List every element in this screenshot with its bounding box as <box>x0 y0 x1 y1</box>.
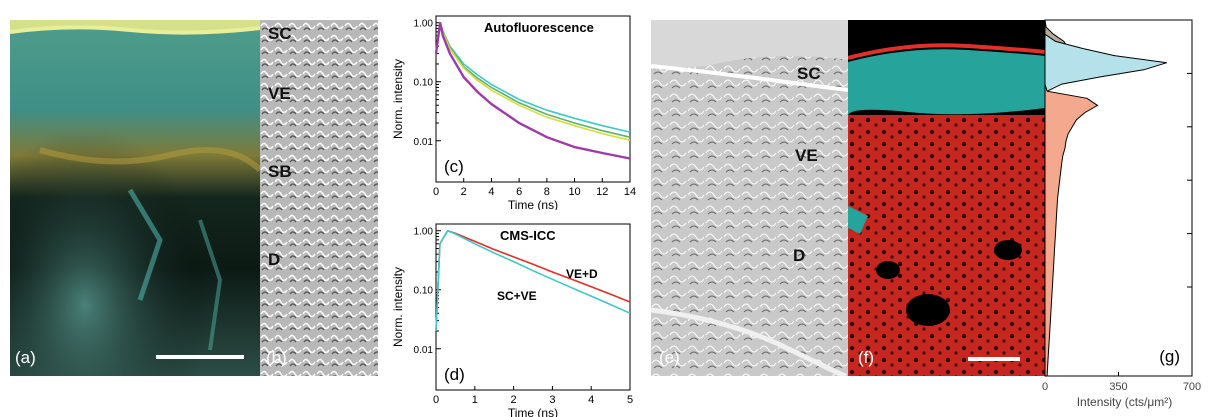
y-tick-label: 0.01 <box>414 137 434 148</box>
chart-c-autofluorescence: 0 2 4 6 8 10 12 14 1.00 0.10 0.01 Time (ns) Norm. in… <box>391 15 636 210</box>
chart-title: CMS-ICC <box>500 228 556 243</box>
series-line-0 <box>435 229 631 332</box>
x-tick-label: 3 <box>549 394 555 406</box>
x-axis-label: Intensity (cts/μm²) <box>1077 395 1173 409</box>
fluorescence-image-svg <box>10 20 260 376</box>
x-tick-label: 0 <box>1042 381 1048 393</box>
plot-frame <box>435 223 631 391</box>
x-tick-label: 6 <box>516 186 522 198</box>
x-tick-label: 1 <box>472 394 478 406</box>
false-color-image-svg <box>848 20 1045 376</box>
panel-f-false-color-image: (f) <box>848 20 1045 376</box>
panel-label: (a) <box>15 348 36 367</box>
scale-bar <box>156 355 244 359</box>
plot-frame <box>435 15 631 183</box>
x-axis-label: Time (ns) <box>508 406 558 417</box>
panel-label: (b) <box>266 348 287 367</box>
x-tick-label: 0 <box>433 186 439 198</box>
series-label-ve-d: VE+D <box>566 267 598 281</box>
x-tick-label: 2 <box>461 186 467 198</box>
x-tick-label: 4 <box>588 394 594 406</box>
dic-image-svg <box>260 20 378 376</box>
panel-label: (f) <box>858 348 875 367</box>
dic-image-e-svg <box>651 20 848 376</box>
series-line-3 <box>434 22 631 160</box>
x-tick-label: 5 <box>627 394 633 406</box>
x-tick-label: 10 <box>568 186 580 198</box>
x-tick-label: 0 <box>433 394 439 406</box>
x-tick-label: 12 <box>596 186 608 198</box>
panel-label: (c) <box>444 157 464 176</box>
layer-label-ve: VE <box>795 146 818 165</box>
x-axis-label: Time (ns) <box>508 198 558 210</box>
y-tick-label: 0.10 <box>414 78 434 89</box>
panel-label: (e) <box>659 348 680 367</box>
layer-label-sb: SB <box>268 162 292 181</box>
layer-label-ve: VE <box>268 84 291 103</box>
layer-label-sc: SC <box>268 24 292 43</box>
panel-e-dic-image: SC VE D (e) <box>651 20 848 376</box>
x-tick-label: 350 <box>1109 381 1127 393</box>
y-tick-label: 1.00 <box>414 19 434 30</box>
chart-title: Autofluorescence <box>484 20 594 35</box>
y-tick-label: 0.10 <box>414 286 434 297</box>
panel-label: (d) <box>444 365 465 384</box>
panel-a-fluorescence-image: (a) <box>10 20 260 376</box>
x-tick-label: 2 <box>511 394 517 406</box>
chart-g-intensity-profile: 0 350 700 Intensity (cts/μm²) (g) <box>1042 19 1201 409</box>
x-tick-label: 8 <box>544 186 550 198</box>
y-axis-label: Norm. intensity <box>391 59 405 139</box>
y-tick-label: 0.01 <box>414 345 434 356</box>
panel-label: (g) <box>1159 347 1180 366</box>
series-label-sc-ve: SC+VE <box>497 289 537 303</box>
layer-label-d: D <box>793 246 806 265</box>
x-tick-label: 4 <box>488 186 494 198</box>
y-tick-label: 1.00 <box>414 227 434 238</box>
x-tick-label: 14 <box>624 186 636 198</box>
layer-label-d: D <box>268 250 281 269</box>
panel-b-dic-image: SC VE SB D (b) <box>260 20 378 376</box>
series-line-2 <box>435 22 631 141</box>
y-axis-label: Norm. intensity <box>391 267 405 347</box>
chart-d-cms-icc: 0 1 2 3 4 5 1.00 0.10 0.01 Time (ns) Norm. intensi… <box>391 223 633 417</box>
scale-bar <box>968 357 1020 361</box>
layer-label-sc: SC <box>797 64 821 83</box>
x-tick-label: 700 <box>1183 381 1201 393</box>
series-line-1 <box>435 229 631 332</box>
profile-area-2 <box>1044 20 1099 377</box>
